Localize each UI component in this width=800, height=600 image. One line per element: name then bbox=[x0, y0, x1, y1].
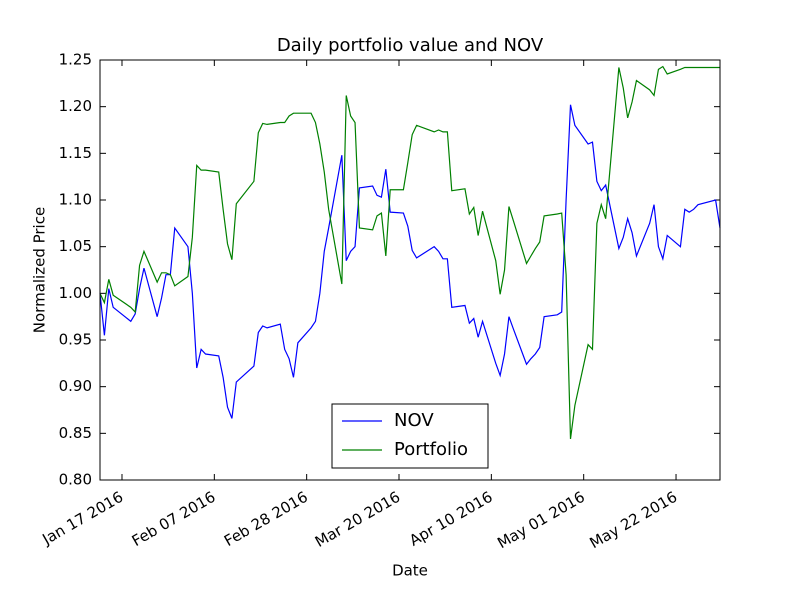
y-tick-label: 0.85 bbox=[59, 424, 92, 442]
y-tick-label: 1.20 bbox=[59, 97, 92, 115]
y-axis-label: Normalized Price bbox=[31, 207, 49, 333]
chart-title: Daily portfolio value and NOV bbox=[277, 35, 544, 56]
y-tick-label: 0.90 bbox=[59, 377, 92, 395]
y-tick-label: 1.00 bbox=[59, 284, 92, 302]
data-line bbox=[99, 104, 721, 419]
y-tick-label: 1.25 bbox=[59, 51, 92, 69]
data-line bbox=[99, 65, 720, 440]
legend-box bbox=[331, 403, 489, 469]
y-tick-label: 0.95 bbox=[59, 331, 92, 349]
y-tick-label: 1.15 bbox=[59, 144, 92, 162]
legend-label: NOV bbox=[394, 410, 434, 431]
x-axis-label: Date bbox=[392, 562, 428, 580]
y-tick-label: 0.80 bbox=[59, 471, 92, 489]
legend-label: Portfolio bbox=[394, 439, 468, 460]
plot-frame bbox=[99, 59, 721, 481]
y-tick-label: 1.05 bbox=[59, 237, 92, 255]
y-tick-label: 1.10 bbox=[59, 191, 92, 209]
